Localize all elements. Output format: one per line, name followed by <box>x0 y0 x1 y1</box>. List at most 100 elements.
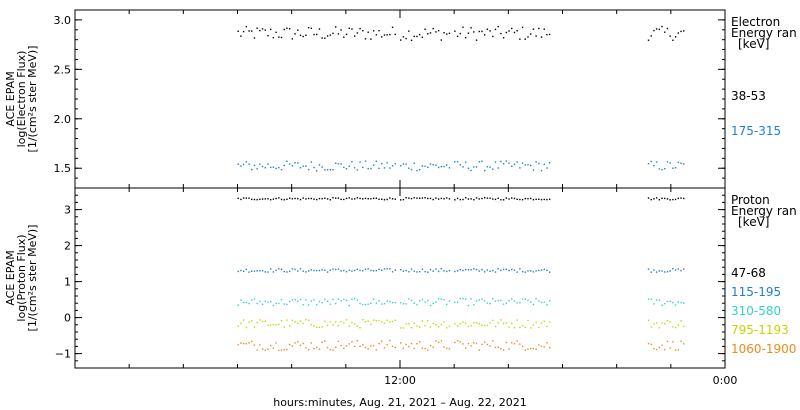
proton-point <box>524 298 526 300</box>
proton-point <box>253 298 256 300</box>
electron-point <box>467 32 470 34</box>
proton-ytick-label: 2 <box>64 240 71 253</box>
electron-point <box>318 28 321 30</box>
proton-point <box>546 198 548 201</box>
proton-point <box>424 324 426 327</box>
proton-point <box>310 197 313 200</box>
electron-point <box>677 161 680 164</box>
proton-point <box>299 198 302 201</box>
proton-point <box>324 298 326 300</box>
electron-point <box>332 168 334 171</box>
proton-point <box>410 197 413 200</box>
electron-point <box>343 36 345 38</box>
proton-point <box>410 326 413 329</box>
electron-point <box>316 33 318 36</box>
proton-point <box>362 318 364 321</box>
proton-point <box>335 268 337 271</box>
electron-point <box>259 29 261 32</box>
proton-point <box>394 198 396 200</box>
proton-point <box>400 302 402 304</box>
proton-point <box>418 271 421 273</box>
electron-point <box>454 30 456 32</box>
electron-point <box>421 165 424 167</box>
proton-point <box>413 322 415 325</box>
electron-point <box>465 36 467 39</box>
proton-point <box>481 343 483 346</box>
proton-point <box>251 270 253 272</box>
electron-point <box>478 30 480 33</box>
proton-point <box>527 197 529 200</box>
proton-point <box>364 321 367 323</box>
proton-legend-title: Proton <box>731 193 770 207</box>
electron-point <box>521 26 524 29</box>
proton-point <box>400 327 402 329</box>
proton-point <box>658 299 661 302</box>
proton-point <box>256 302 258 305</box>
proton-point <box>530 197 532 200</box>
proton-point <box>443 299 445 301</box>
proton-point <box>345 299 348 302</box>
proton-point <box>448 348 451 350</box>
electron-point <box>478 160 480 163</box>
proton-point <box>378 319 380 322</box>
proton-point <box>516 271 518 273</box>
proton-point <box>650 198 652 201</box>
proton-point <box>543 301 545 303</box>
proton-point <box>546 269 548 271</box>
electron-point <box>664 167 666 170</box>
proton-point <box>524 197 526 200</box>
electron-legend-entry: 38-53 <box>731 89 766 103</box>
proton-point <box>405 343 407 346</box>
electron-point <box>326 168 329 171</box>
proton-point <box>245 268 248 271</box>
xtick-label: 0:00 <box>713 374 738 387</box>
proton-point <box>383 268 386 270</box>
proton-point <box>421 320 424 322</box>
proton-point <box>669 270 671 272</box>
proton-point <box>359 345 361 348</box>
proton-point <box>427 197 429 200</box>
electron-point <box>302 165 304 167</box>
proton-point <box>288 300 291 303</box>
electron-point <box>351 28 353 30</box>
proton-point <box>242 319 245 321</box>
proton-point <box>259 344 261 346</box>
proton-point <box>326 198 329 200</box>
proton-point <box>481 197 483 200</box>
proton-point <box>367 268 369 270</box>
proton-point <box>402 347 405 349</box>
proton-point <box>680 301 682 304</box>
proton-point <box>456 270 459 272</box>
proton-point <box>494 271 497 273</box>
electron-point <box>483 34 486 36</box>
proton-point <box>351 298 353 300</box>
electron-point <box>456 160 459 163</box>
proton-point <box>653 269 655 271</box>
proton-point <box>432 198 434 201</box>
proton-point <box>408 323 410 325</box>
proton-point <box>280 349 283 351</box>
proton-point <box>324 320 326 322</box>
electron-point <box>502 37 505 39</box>
proton-point <box>664 303 666 305</box>
electron-point <box>337 163 340 165</box>
electron-point <box>242 30 245 33</box>
proton-point <box>502 322 505 325</box>
electron-point <box>446 164 448 166</box>
proton-point <box>502 303 505 305</box>
electron-point <box>650 160 652 163</box>
electron-point <box>383 167 386 169</box>
electron-point <box>267 163 269 165</box>
proton-point <box>326 300 329 302</box>
proton-point <box>356 340 359 342</box>
proton-point <box>370 269 372 272</box>
proton-point <box>291 198 294 200</box>
proton-point <box>467 304 470 307</box>
proton-point <box>245 343 248 345</box>
proton-point <box>316 326 318 328</box>
electron-point <box>427 33 429 35</box>
proton-point <box>483 271 486 273</box>
proton-point <box>473 342 475 344</box>
electron-point <box>521 162 524 164</box>
proton-point <box>405 269 407 272</box>
